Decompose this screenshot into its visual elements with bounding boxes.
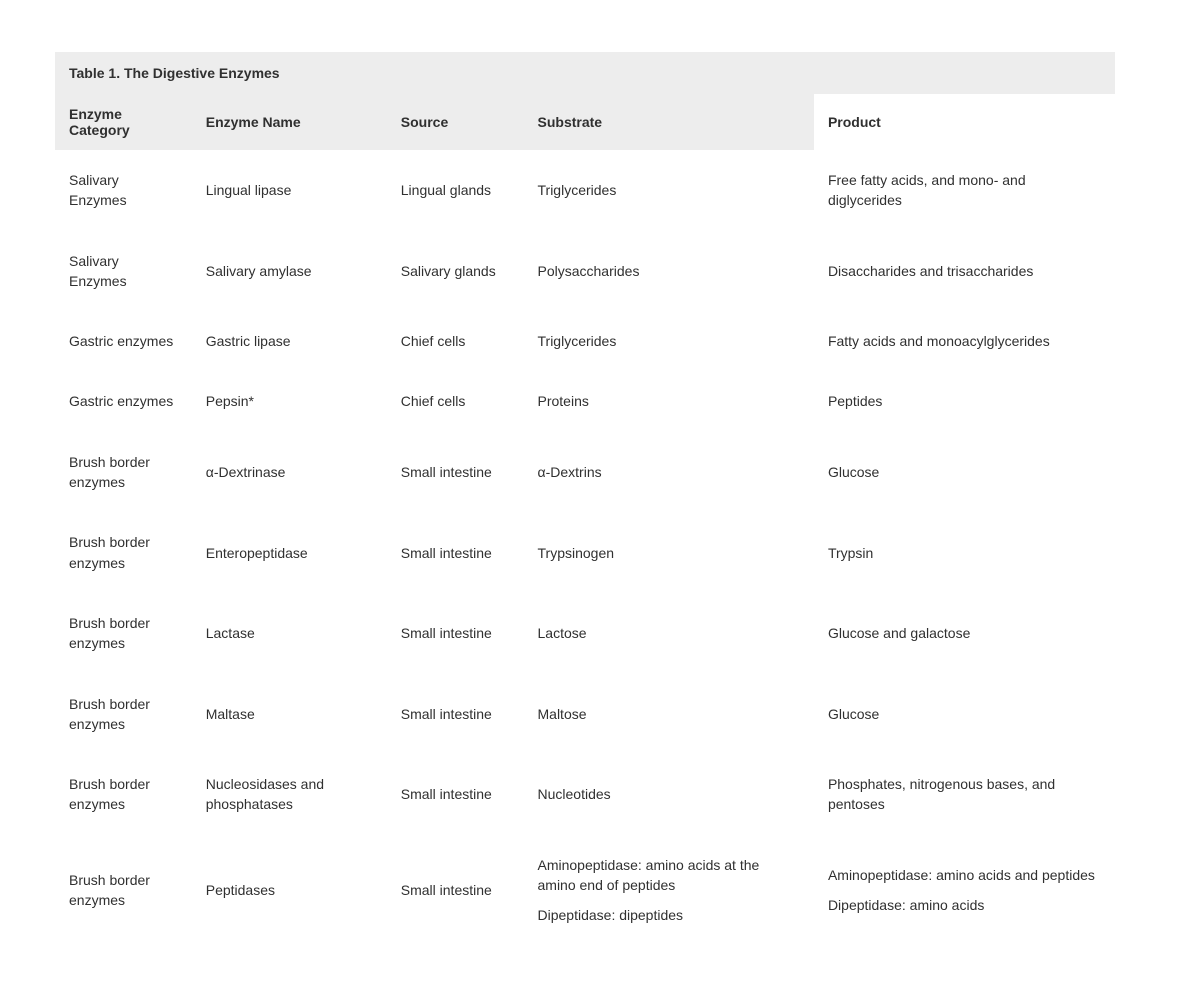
table-cell: Small intestine: [387, 835, 524, 946]
table-cell: Salivary amylase: [192, 231, 387, 312]
table-cell: Brush border enzymes: [55, 432, 192, 513]
table-cell: Lingual glands: [387, 150, 524, 231]
table-cell: Triglycerides: [524, 150, 814, 231]
table-cell: Enteropeptidase: [192, 512, 387, 593]
table-header-row: Enzyme Category Enzyme Name Source Subst…: [55, 94, 1115, 150]
table-row: Brush border enzymesPeptidasesSmall inte…: [55, 835, 1115, 946]
table-cell: Lingual lipase: [192, 150, 387, 231]
digestive-enzymes-table-container: Table 1. The Digestive Enzymes Enzyme Ca…: [55, 52, 1115, 946]
table-cell: Brush border enzymes: [55, 835, 192, 946]
table-row: Gastric enzymesPepsin*Chief cellsProtein…: [55, 371, 1115, 431]
table-cell: Small intestine: [387, 432, 524, 513]
table-cell: Salivary Enzymes: [55, 231, 192, 312]
col-header-enzyme-name: Enzyme Name: [192, 94, 387, 150]
table-cell: Brush border enzymes: [55, 754, 192, 835]
table-row: Salivary EnzymesLingual lipaseLingual gl…: [55, 150, 1115, 231]
table-cell: Brush border enzymes: [55, 512, 192, 593]
table-cell: Gastric lipase: [192, 311, 387, 371]
table-cell: Polysaccharides: [524, 231, 814, 312]
table-cell: Disaccharides and trisaccharides: [814, 231, 1115, 312]
table-cell: Proteins: [524, 371, 814, 431]
col-header-product: Product: [814, 94, 1115, 150]
table-cell: Free fatty acids, and mono- and diglycer…: [814, 150, 1115, 231]
col-header-source: Source: [387, 94, 524, 150]
table-cell: Maltose: [524, 674, 814, 755]
table-body: Salivary EnzymesLingual lipaseLingual gl…: [55, 150, 1115, 946]
table-cell: Salivary Enzymes: [55, 150, 192, 231]
table-row: Brush border enzymesLactaseSmall intesti…: [55, 593, 1115, 674]
table-cell: Pepsin*: [192, 371, 387, 431]
table-row: Brush border enzymesNucleosidases and ph…: [55, 754, 1115, 835]
table-cell: Glucose and galactose: [814, 593, 1115, 674]
table-cell: Small intestine: [387, 674, 524, 755]
table-cell: Small intestine: [387, 754, 524, 835]
col-header-enzyme-category: Enzyme Category: [55, 94, 192, 150]
table-cell: Glucose: [814, 432, 1115, 513]
table-cell: Trypsinogen: [524, 512, 814, 593]
table-cell: Lactose: [524, 593, 814, 674]
table-cell: Brush border enzymes: [55, 674, 192, 755]
digestive-enzymes-table: Enzyme Category Enzyme Name Source Subst…: [55, 94, 1115, 946]
table-row: Gastric enzymesGastric lipaseChief cells…: [55, 311, 1115, 371]
table-cell: Chief cells: [387, 371, 524, 431]
table-cell: Peptidases: [192, 835, 387, 946]
table-cell: Gastric enzymes: [55, 371, 192, 431]
table-cell: Trypsin: [814, 512, 1115, 593]
table-cell: Phosphates, nitrogenous bases, and pento…: [814, 754, 1115, 835]
table-row: Brush border enzymesEnteropeptidaseSmall…: [55, 512, 1115, 593]
table-cell: α-Dextrinase: [192, 432, 387, 513]
table-cell: Nucleotides: [524, 754, 814, 835]
table-cell: Aminopeptidase: amino acids at the amino…: [524, 835, 814, 946]
table-cell: Chief cells: [387, 311, 524, 371]
table-cell: Gastric enzymes: [55, 311, 192, 371]
table-cell: Aminopeptidase: amino acids and peptides…: [814, 835, 1115, 946]
table-cell: Glucose: [814, 674, 1115, 755]
table-cell: α-Dextrins: [524, 432, 814, 513]
col-header-substrate: Substrate: [524, 94, 814, 150]
table-cell: Nucleosidases and phosphatases: [192, 754, 387, 835]
table-cell: Peptides: [814, 371, 1115, 431]
table-cell: Small intestine: [387, 593, 524, 674]
table-row: Brush border enzymesα-DextrinaseSmall in…: [55, 432, 1115, 513]
table-cell: Salivary glands: [387, 231, 524, 312]
table-cell: Triglycerides: [524, 311, 814, 371]
table-cell: Fatty acids and monoacylglycerides: [814, 311, 1115, 371]
table-cell: Small intestine: [387, 512, 524, 593]
table-caption: Table 1. The Digestive Enzymes: [55, 52, 1115, 94]
table-cell: Brush border enzymes: [55, 593, 192, 674]
table-cell: Lactase: [192, 593, 387, 674]
table-row: Salivary EnzymesSalivary amylaseSalivary…: [55, 231, 1115, 312]
table-row: Brush border enzymesMaltaseSmall intesti…: [55, 674, 1115, 755]
table-cell: Maltase: [192, 674, 387, 755]
